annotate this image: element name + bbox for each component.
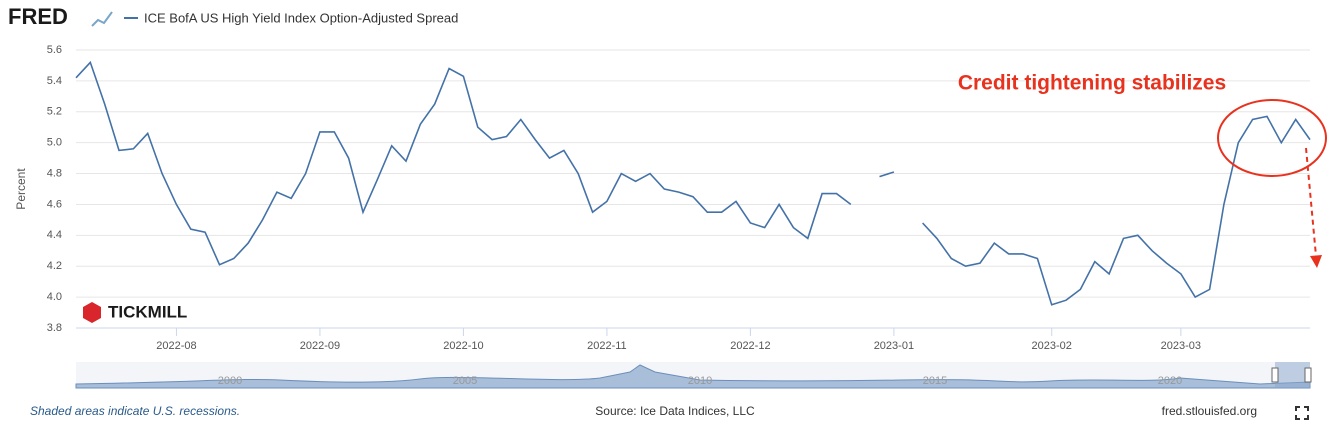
navigator-label: 2000 bbox=[218, 375, 242, 387]
navigator-handle bbox=[1271, 367, 1279, 383]
navigator-label: 2015 bbox=[923, 375, 947, 387]
watermark: TICKMILL bbox=[83, 302, 187, 323]
logo-icon bbox=[91, 11, 113, 27]
arrow-head bbox=[1310, 255, 1322, 268]
footer-site: fred.stlouisfed.org bbox=[1162, 404, 1257, 418]
x-tick-label: 2022-10 bbox=[443, 340, 483, 352]
y-axis-label: Percent bbox=[14, 168, 28, 210]
arrow-line bbox=[1305, 147, 1317, 257]
x-tick-label: 2022-12 bbox=[730, 340, 770, 352]
footer-note: Shaded areas indicate U.S. recessions. bbox=[30, 404, 240, 418]
y-tick-label: 4.8 bbox=[47, 167, 62, 179]
navigator-label: 2020 bbox=[1158, 375, 1182, 387]
highlight-ellipse bbox=[1217, 99, 1327, 177]
watermark-icon bbox=[83, 302, 101, 323]
x-tick-label: 2023-01 bbox=[874, 340, 914, 352]
x-tick-label: 2022-09 bbox=[300, 340, 340, 352]
footer-source: Source: Ice Data Indices, LLC bbox=[595, 404, 755, 418]
logo: FRED bbox=[8, 4, 68, 29]
y-tick-label: 4.0 bbox=[47, 291, 62, 303]
y-tick-label: 5.2 bbox=[47, 106, 62, 118]
fullscreen-icon[interactable] bbox=[1295, 406, 1309, 420]
navigator-label: 2005 bbox=[453, 375, 477, 387]
navigator-selection bbox=[1275, 362, 1310, 388]
y-tick-label: 4.2 bbox=[47, 260, 62, 272]
watermark-text: TICKMILL bbox=[108, 302, 187, 321]
navigator-label: 2010 bbox=[688, 375, 712, 387]
x-tick-label: 2022-11 bbox=[587, 340, 627, 352]
y-tick-label: 5.6 bbox=[47, 44, 62, 56]
y-tick-label: 5.0 bbox=[47, 137, 62, 149]
annotation: Credit tightening stabilizes bbox=[958, 72, 1226, 95]
y-tick-label: 3.8 bbox=[47, 322, 62, 334]
x-tick-label: 2023-02 bbox=[1032, 340, 1072, 352]
navigator-area bbox=[75, 364, 1311, 389]
y-tick-label: 4.6 bbox=[47, 198, 62, 210]
x-tick-label: 2022-08 bbox=[156, 340, 196, 352]
legend-label: ICE BofA US High Yield Index Option-Adju… bbox=[144, 10, 458, 25]
y-tick-label: 4.4 bbox=[47, 229, 62, 241]
y-tick-label: 5.4 bbox=[47, 75, 62, 87]
data-line bbox=[75, 60, 1311, 306]
x-tick-label: 2023-03 bbox=[1161, 340, 1201, 352]
navigator-handle bbox=[1304, 367, 1312, 383]
